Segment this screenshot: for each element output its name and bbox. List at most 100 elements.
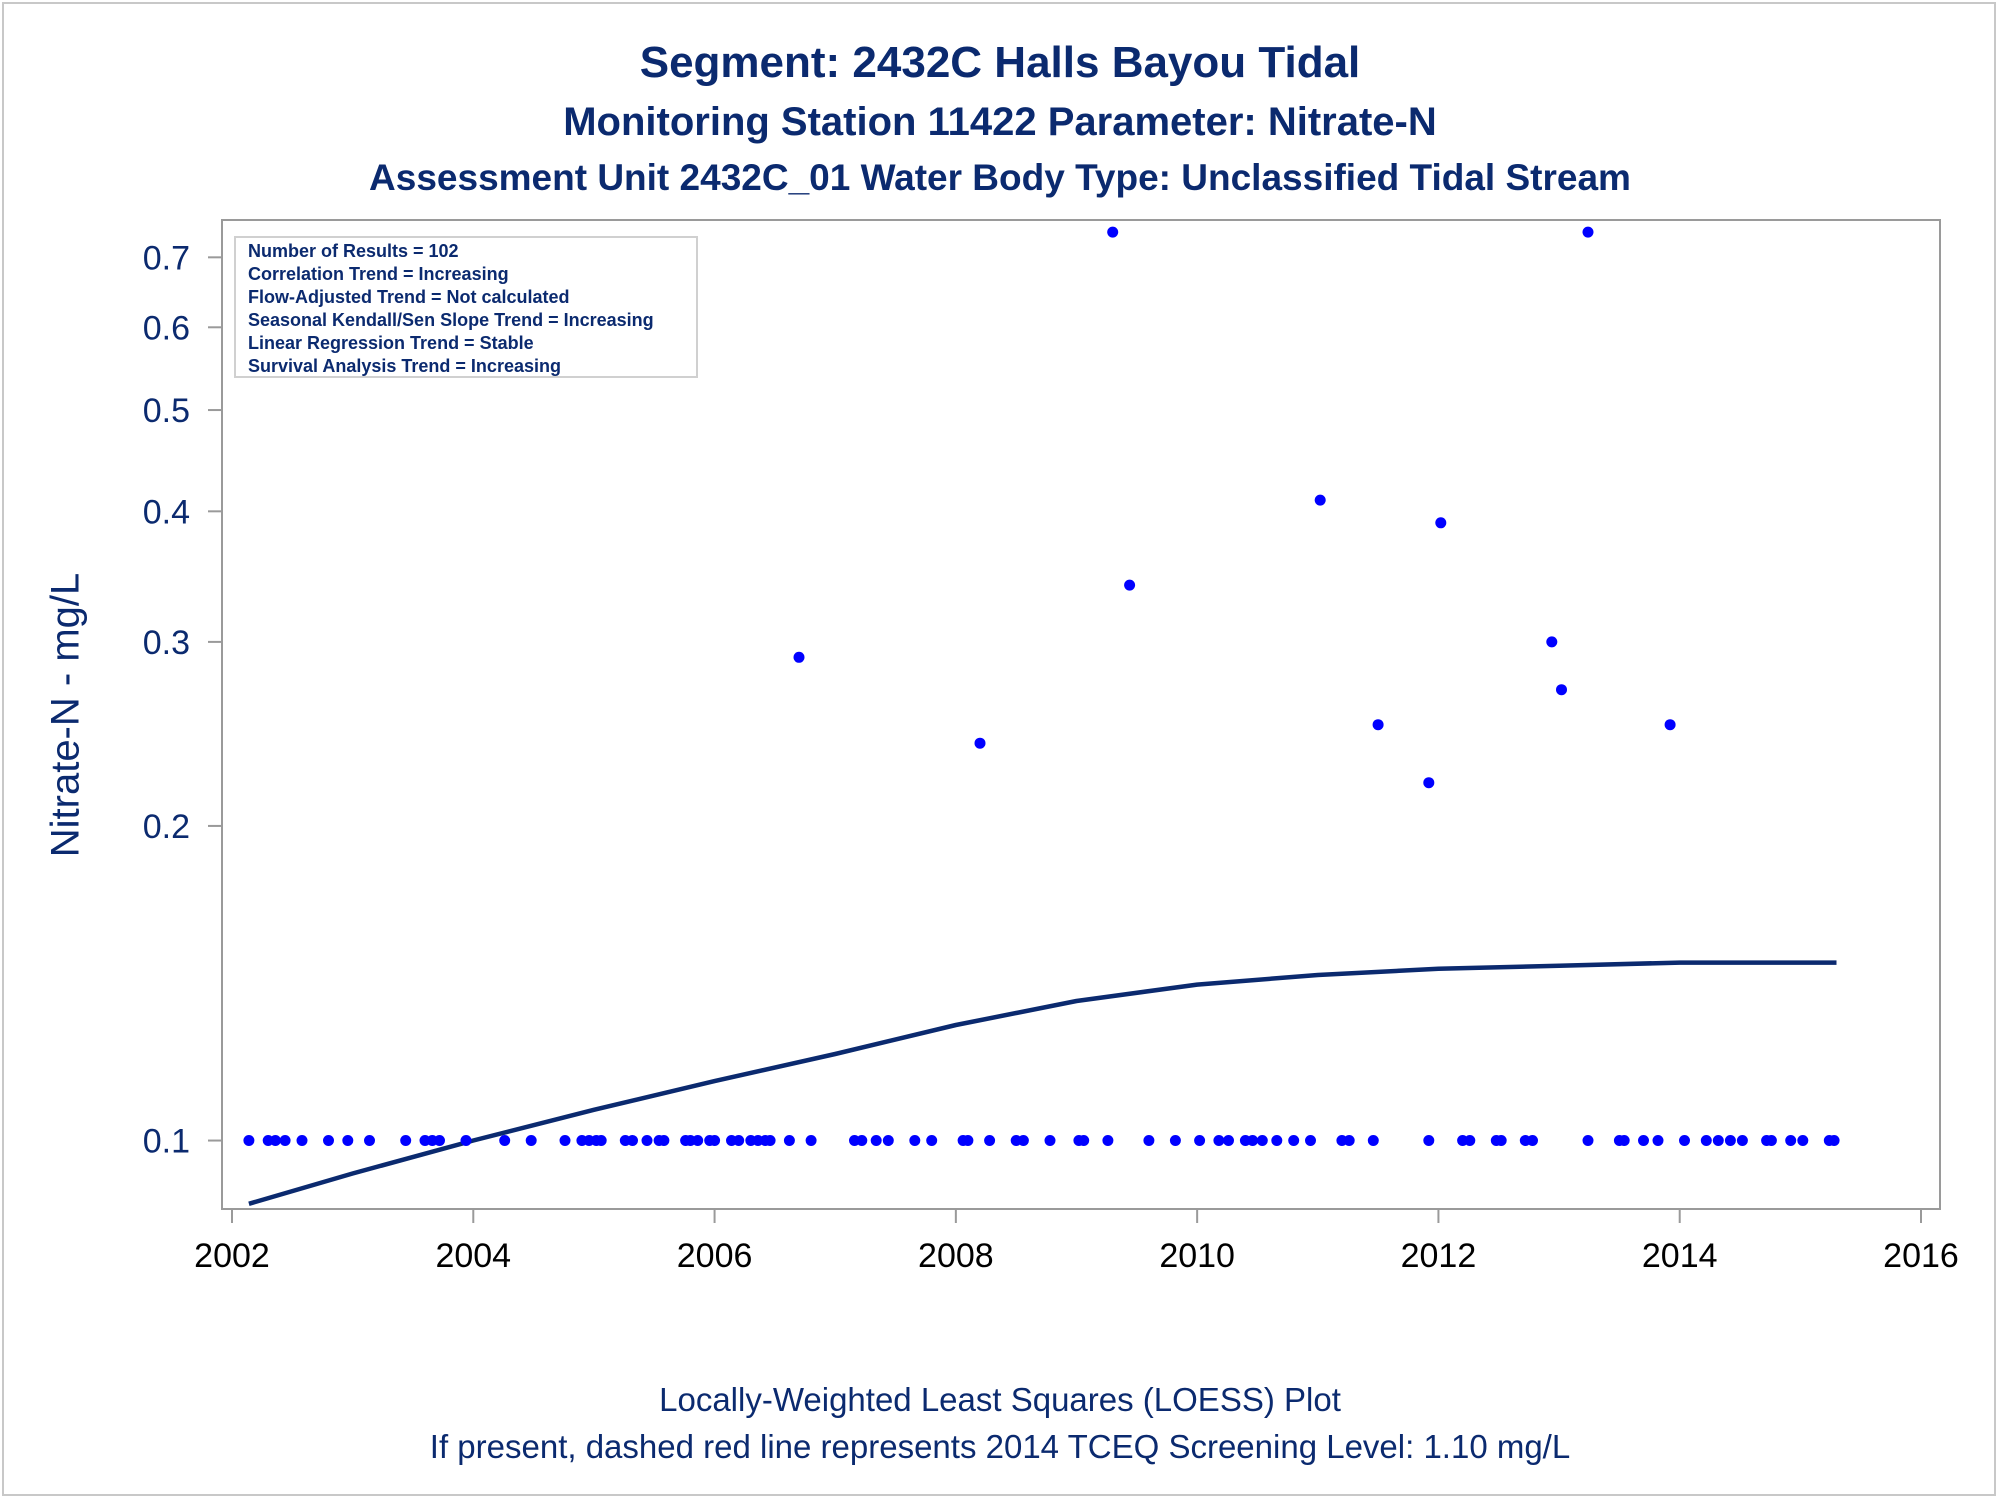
data-point: [1288, 1135, 1300, 1146]
footnote-screening-level: If present, dashed red line represents 2…: [429, 1428, 1571, 1465]
data-point: [733, 1135, 745, 1146]
data-point: [783, 1135, 795, 1146]
data-point: [882, 1135, 894, 1146]
footnote-loess: Locally-Weighted Least Squares (LOESS) P…: [659, 1381, 1341, 1418]
data-point: [1679, 1135, 1690, 1146]
data-point: [870, 1135, 882, 1146]
data-point: [1367, 1135, 1379, 1146]
data-point: [269, 1135, 281, 1146]
data-point: [1247, 1135, 1259, 1146]
chart-title: Segment: 2432C Halls Bayou Tidal: [639, 38, 1361, 87]
data-point: [805, 1135, 817, 1146]
data-point: [1169, 1135, 1181, 1146]
data-point: [1556, 684, 1567, 696]
x-tick-label: 2004: [435, 1237, 511, 1275]
stat-line: Correlation Trend = Increasing: [248, 264, 509, 284]
data-point: [962, 1135, 974, 1146]
x-tick-label: 2010: [1159, 1237, 1235, 1275]
data-point: [974, 737, 986, 749]
y-axis: 0.1 0.2 0.3 0.4 0.5 0.6 0.7: [143, 239, 222, 1161]
plot-area: [221, 219, 1941, 1210]
data-point: [764, 1135, 776, 1146]
data-point: [1797, 1135, 1809, 1146]
data-point: [559, 1135, 571, 1146]
data-point: [641, 1135, 653, 1146]
data-point: [1314, 494, 1326, 506]
x-tick-label: 2002: [194, 1237, 270, 1275]
data-point: [1712, 1135, 1724, 1146]
x-tick-label: 2016: [1883, 1237, 1959, 1275]
y-tick-label: 0.7: [143, 239, 190, 277]
data-point: [1527, 1135, 1538, 1146]
data-point: [1700, 1135, 1712, 1146]
data-point: [709, 1135, 721, 1146]
x-tick-label: 2006: [677, 1237, 753, 1275]
data-point: [460, 1135, 472, 1146]
y-tick-label: 0.4: [143, 493, 190, 531]
data-point: [627, 1135, 638, 1146]
stat-line: Number of Results = 102: [248, 241, 459, 261]
data-point: [1828, 1135, 1840, 1146]
data-point: [1765, 1135, 1777, 1146]
data-point: [1102, 1135, 1114, 1146]
data-point: [1664, 719, 1676, 731]
data-point: [1546, 636, 1558, 648]
data-point: [1256, 1135, 1268, 1146]
data-point: [1464, 1135, 1476, 1146]
data-point: [1017, 1135, 1029, 1146]
data-point: [499, 1135, 511, 1146]
data-point: [1495, 1135, 1507, 1146]
data-point: [1343, 1135, 1355, 1146]
loess-line: [248, 960, 1837, 1206]
stat-line: Survival Analysis Trend = Increasing: [248, 356, 561, 376]
data-point: [400, 1135, 412, 1146]
y-axis-label: Nitrate-N - mg/L: [43, 572, 88, 858]
data-point: [279, 1135, 291, 1146]
y-tick-label: 0.6: [143, 309, 190, 347]
data-point: [243, 1135, 255, 1146]
y-tick-label: 0.1: [143, 1123, 190, 1161]
data-point: [342, 1135, 354, 1146]
data-point: [1423, 1135, 1435, 1146]
loess-layer: [248, 960, 1837, 1206]
data-point: [1078, 1135, 1090, 1146]
data-point: [1223, 1135, 1234, 1146]
data-point: [984, 1135, 996, 1146]
data-point: [1423, 777, 1435, 789]
y-tick-label: 0.3: [143, 624, 190, 662]
data-point: [1736, 1135, 1748, 1146]
chart-subtitle: Monitoring Station 11422 Parameter: Nitr…: [563, 100, 1437, 144]
data-point: [909, 1135, 921, 1146]
stat-line: Linear Regression Trend = Stable: [248, 333, 534, 353]
data-point: [1582, 226, 1594, 238]
data-point: [1618, 1135, 1630, 1146]
data-point: [1724, 1135, 1736, 1146]
data-point: [364, 1135, 375, 1146]
data-point: [1785, 1135, 1797, 1146]
stat-line: Flow-Adjusted Trend = Not calculated: [248, 287, 570, 307]
data-point: [525, 1135, 537, 1146]
stat-line: Seasonal Kendall/Sen Slope Trend = Incre…: [248, 310, 654, 330]
data-point: [1435, 517, 1447, 529]
data-point: [793, 651, 805, 663]
data-point: [1638, 1135, 1649, 1146]
data-point: [1213, 1135, 1225, 1146]
data-point: [1305, 1135, 1316, 1146]
y-tick-label: 0.5: [143, 392, 190, 430]
data-point: [595, 1135, 607, 1146]
data-point: [1044, 1135, 1056, 1146]
data-point: [323, 1135, 334, 1146]
data-point: [296, 1135, 308, 1146]
data-point: [856, 1135, 868, 1146]
data-point: [1271, 1135, 1283, 1146]
data-point: [434, 1135, 445, 1146]
data-point: [1582, 1135, 1594, 1146]
points-layer: [243, 226, 1840, 1146]
chart-subtitle-2: Assessment Unit 2432C_01 Water Body Type…: [369, 157, 1631, 198]
x-axis: 2002 2004 2006 2008 2010 2012 2014 2016: [194, 1209, 1959, 1275]
data-point: [692, 1135, 704, 1146]
data-point: [1372, 719, 1384, 731]
x-tick-label: 2014: [1642, 1237, 1718, 1275]
data-point: [1143, 1135, 1155, 1146]
